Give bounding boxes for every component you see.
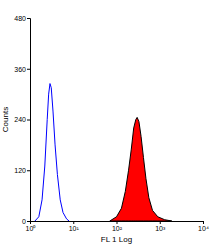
y-tick-label: 360 [14,65,26,72]
y-tick: 360 [14,65,30,72]
x-axis-line [31,222,204,225]
y-tick-mark [27,18,30,19]
y-tick-label: 0 [22,218,26,225]
x-tick: 10⁴ [198,221,209,232]
y-tick-label: 480 [14,15,26,22]
y-tick-mark [27,69,30,70]
x-tick: 10⁰ [26,221,37,232]
y-tick-mark [27,221,30,222]
x-tick: 10¹ [69,221,80,232]
y-axis-title: Counts [1,107,10,132]
x-tick-label: 10³ [155,225,166,232]
y-tick: 0 [22,218,30,225]
y-tick-mark [27,170,30,171]
x-tick-mark [117,221,118,224]
y-tick: 120 [14,167,30,174]
plot: 10⁰ 10¹ 10² 10³ 10⁴ 0 120 240 360 480 [14,15,209,232]
y-axis: 0 120 240 360 480 [14,15,30,225]
x-tick-mark [160,221,161,224]
x-tick-label: 10⁴ [198,225,209,232]
histogram-line [35,84,69,221]
chart: 10⁰ 10¹ 10² 10³ 10⁴ 0 120 240 360 480 FL 1 Log Coun… [0,0,216,250]
x-axis-title: FL 1 Log [101,235,132,244]
histogram-area [110,117,172,221]
x-tick: 10² [112,221,123,232]
y-tick-label: 120 [14,167,26,174]
x-tick-mark [203,221,204,224]
x-tick-mark [73,221,74,224]
x-tick: 10³ [155,221,166,232]
x-axis: 10⁰ 10¹ 10² 10³ 10⁴ [26,221,209,232]
x-tick-label: 10¹ [69,225,80,232]
y-tick-label: 240 [14,116,26,123]
marks [35,84,172,221]
y-axis-line [27,19,31,222]
y-tick-mark [27,120,30,121]
x-tick-label: 10² [112,225,123,232]
x-tick-label: 10⁰ [26,225,37,232]
y-tick: 240 [14,116,30,123]
y-tick: 480 [14,15,30,22]
